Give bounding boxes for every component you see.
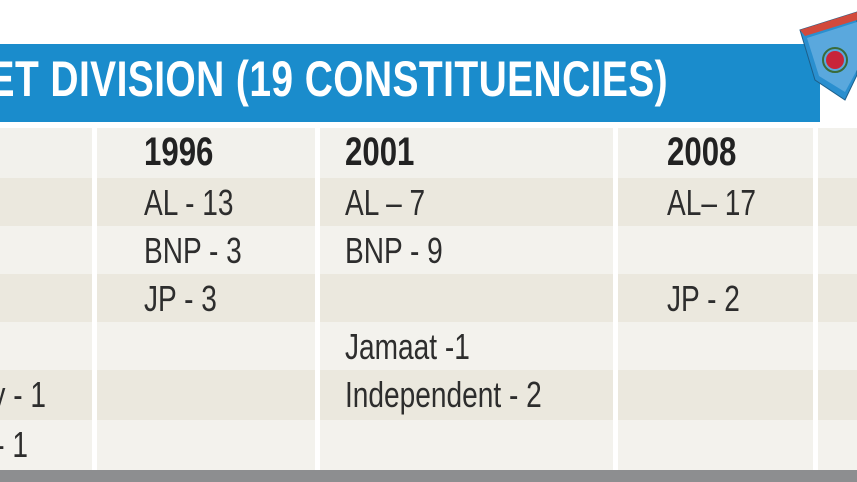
column-previous: y - 1 - 1	[0, 128, 92, 470]
title-banner: HET DIVISION (19 CONSTITUENCIES)	[0, 44, 820, 122]
column-1996: 1996 AL - 13 BNP - 3 JP - 3	[97, 128, 315, 470]
cell: Independent - 2	[345, 374, 542, 415]
cell: y - 1	[0, 374, 46, 415]
cell: - 1	[0, 424, 28, 465]
cell: BNP - 3	[144, 230, 242, 271]
cell: Jamaat -1	[345, 326, 470, 367]
cell: JP - 2	[667, 278, 740, 319]
column-next	[818, 128, 857, 470]
cell: AL – 7	[345, 182, 426, 223]
bottom-bar	[0, 470, 857, 482]
cell: JP - 3	[144, 278, 217, 319]
column-2001: 2001 AL – 7 BNP - 9 Jamaat -1 Independen…	[320, 128, 613, 470]
year-header: 1996	[144, 130, 214, 174]
year-header: 2008	[667, 130, 737, 174]
cell: AL– 17	[667, 182, 757, 223]
cell: AL - 13	[144, 182, 234, 223]
results-table: y - 1 - 1 1996 AL - 13 BNP - 3 JP - 3 20…	[0, 128, 857, 470]
column-2008: 2008 AL– 17 JP - 2	[618, 128, 813, 470]
ballot-box-icon	[799, 11, 857, 101]
year-header: 2001	[345, 130, 415, 174]
cell: BNP - 9	[345, 230, 443, 271]
banner-title: HET DIVISION (19 CONSTITUENCIES)	[0, 51, 669, 107]
